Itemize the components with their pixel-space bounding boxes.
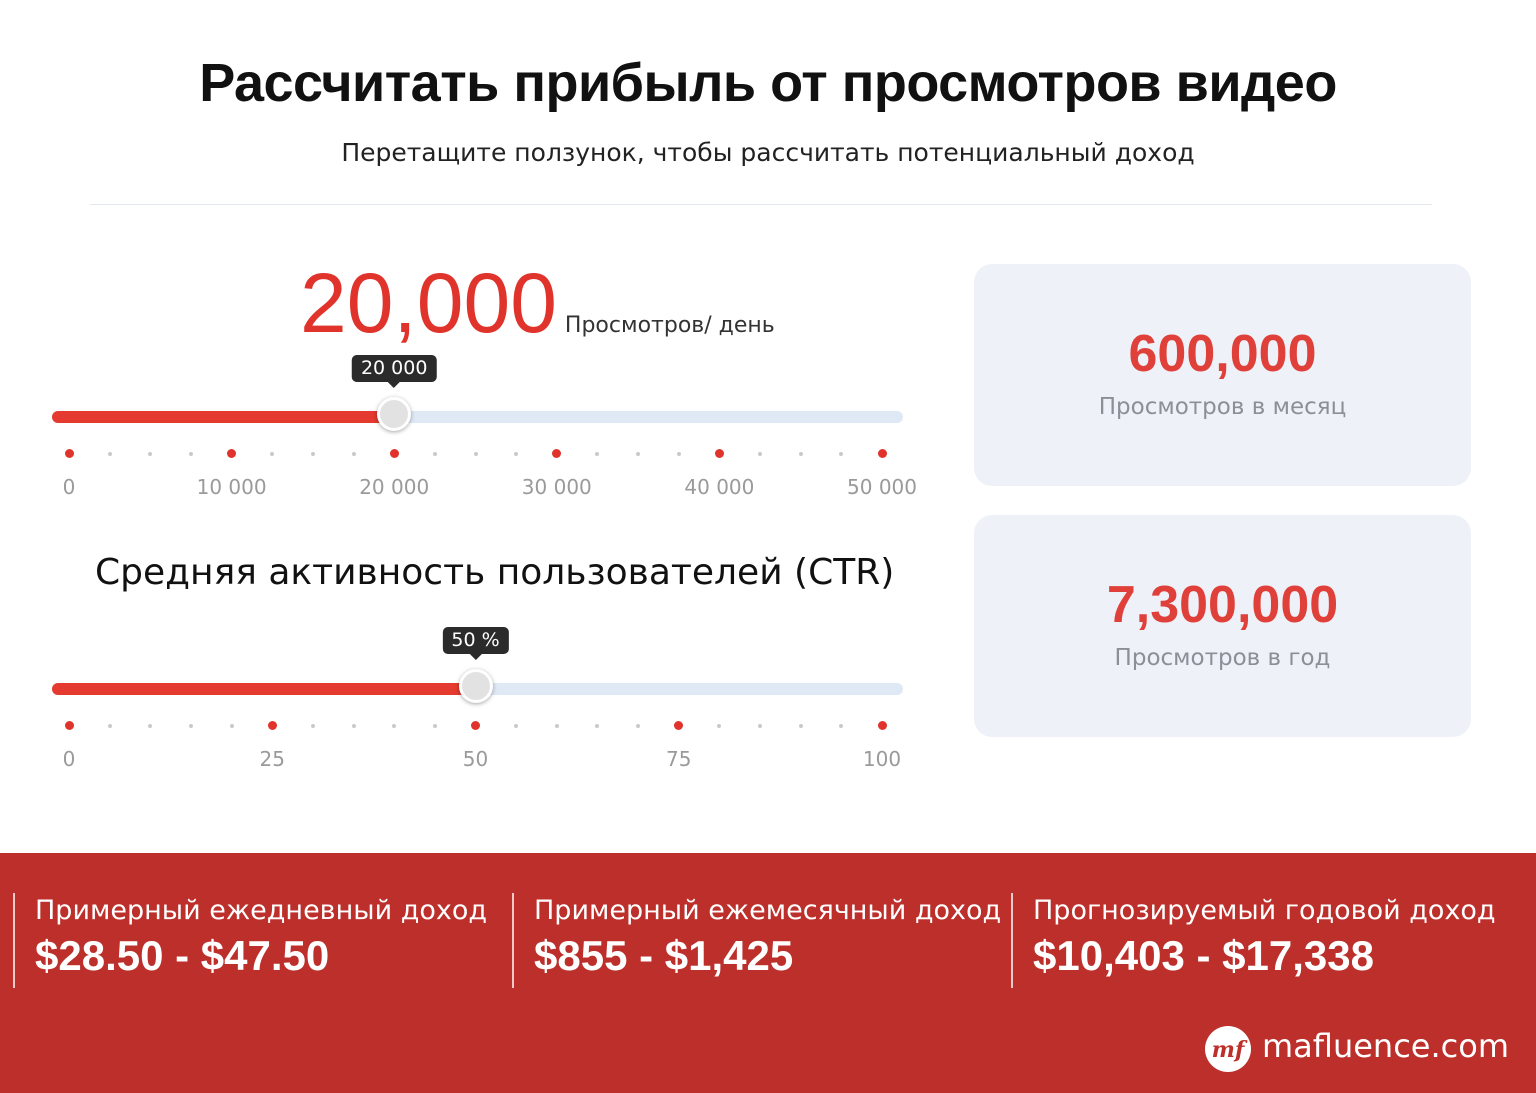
views-tick-label: 10 000 — [196, 475, 267, 499]
tick-dot-minor — [310, 723, 315, 728]
tick-dot-major — [389, 449, 399, 458]
tick-dot-minor — [432, 451, 437, 456]
monthly-income: Примерный ежемесячный доход $855 - $1,42… — [512, 893, 1001, 988]
views-tick-label: 0 — [62, 475, 76, 499]
tick-dot-major — [714, 449, 724, 458]
tick-dot-minor — [473, 451, 478, 456]
income-band: Примерный ежедневный доход $28.50 - $47.… — [0, 853, 1536, 1093]
monthly-views-card: 600,000 Просмотров в месяц — [974, 264, 1471, 486]
tick-dot-minor — [188, 451, 193, 456]
ctr-heading: Средняя активность пользователей (CTR) — [95, 552, 895, 593]
ctr-slider-tooltip: 50 % — [442, 627, 509, 660]
page-title: Рассчитать прибыль от просмотров видео — [199, 53, 1337, 113]
tick-dot-minor — [636, 723, 641, 728]
daily-income: Примерный ежедневный доход $28.50 - $47.… — [13, 893, 487, 988]
mafluence-logo-icon: mf — [1205, 1026, 1251, 1072]
tick-dot-minor — [392, 723, 397, 728]
ctr-slider-fill — [52, 683, 476, 695]
ctr-slider-handle[interactable] — [458, 669, 493, 703]
monthly-income-label: Примерный ежемесячный доход — [534, 895, 1002, 926]
views-readout: 20,000 Просмотров/ день — [300, 255, 775, 350]
ctr-tick-label: 50 — [462, 747, 489, 771]
tick-dot-major — [877, 721, 887, 730]
tick-dot-minor — [148, 451, 153, 456]
header-divider — [90, 204, 1432, 205]
tick-dot-minor — [514, 451, 519, 456]
ctr-slider-tick-marks — [64, 721, 887, 731]
views-slider-fill — [52, 411, 395, 423]
daily-income-value: $28.50 - $47.50 — [35, 932, 330, 979]
tick-dot-major — [267, 721, 277, 730]
views-tick-label: 30 000 — [521, 475, 592, 499]
yearly-views-card: 7,300,000 Просмотров в год — [974, 515, 1471, 737]
views-tick-label: 40 000 — [684, 475, 755, 499]
tick-dot-minor — [107, 723, 112, 728]
tick-dot-minor — [270, 451, 275, 456]
tick-dot-major — [552, 449, 562, 458]
tick-dot-minor — [595, 451, 600, 456]
ctr-tick-label: 75 — [666, 747, 692, 771]
tick-dot-major — [877, 449, 887, 458]
yearly-income: Прогнозируемый годовой доход $10,403 - $… — [1011, 893, 1496, 988]
views-slider-handle[interactable] — [377, 397, 412, 431]
tick-dot-minor — [229, 723, 234, 728]
views-tick-label: 20 000 — [359, 475, 430, 499]
views-per-day-value: 20,000 — [300, 256, 557, 350]
yearly-income-label: Прогнозируемый годовой доход — [1033, 895, 1496, 926]
tick-dot-minor — [758, 723, 763, 728]
tick-dot-major — [227, 449, 237, 458]
tick-dot-minor — [839, 723, 844, 728]
monthly-views-value: 600,000 — [1128, 325, 1317, 383]
tick-dot-minor — [351, 723, 356, 728]
tick-dot-minor — [758, 451, 763, 456]
views-slider-tick-marks — [64, 449, 887, 459]
yearly-views-label: Просмотров в год — [1114, 645, 1331, 671]
tick-dot-minor — [798, 451, 803, 456]
tick-dot-major — [64, 449, 74, 458]
views-tick-label: 50 000 — [847, 475, 917, 499]
tick-dot-minor — [717, 723, 722, 728]
tick-dot-major — [674, 721, 684, 730]
tick-dot-minor — [636, 451, 641, 456]
daily-income-label: Примерный ежедневный доход — [35, 895, 488, 926]
tick-dot-minor — [554, 723, 559, 728]
ctr-slider-tick-labels: 0 25 50 75 100 — [63, 747, 901, 773]
tick-dot-minor — [432, 723, 437, 728]
brand-name: mafluence.com — [1262, 1027, 1509, 1065]
yearly-income-value: $10,403 - $17,338 — [1033, 932, 1374, 979]
tick-dot-major — [64, 721, 74, 730]
views-slider-tooltip: 20 000 — [351, 355, 437, 388]
views-per-day-unit: Просмотров/ день — [564, 313, 775, 338]
ctr-slider[interactable]: 50 % — [52, 627, 903, 703]
tick-dot-minor — [514, 723, 519, 728]
logo-lettering: mf — [1212, 1037, 1248, 1063]
tick-dot-minor — [595, 723, 600, 728]
views-slider[interactable]: 20 000 — [52, 355, 903, 431]
page-subtitle: Перетащите ползунок, чтобы рассчитать по… — [341, 138, 1195, 167]
tick-dot-minor — [188, 723, 193, 728]
ctr-tick-label: 25 — [259, 747, 285, 771]
tick-dot-minor — [839, 451, 844, 456]
ctr-tick-label: 100 — [862, 747, 902, 771]
tick-dot-minor — [676, 451, 681, 456]
yearly-views-value: 7,300,000 — [1106, 576, 1339, 634]
tick-dot-minor — [107, 451, 112, 456]
monthly-views-label: Просмотров в месяц — [1098, 394, 1347, 420]
views-slider-tick-labels: 0 10 000 20 000 30 000 40 000 50 000 — [63, 475, 917, 501]
ctr-tick-label: 0 — [62, 747, 76, 771]
tick-dot-minor — [798, 723, 803, 728]
tick-dot-minor — [351, 451, 356, 456]
tick-dot-minor — [310, 451, 315, 456]
monthly-income-value: $855 - $1,425 — [534, 932, 794, 979]
tick-dot-minor — [148, 723, 153, 728]
tick-dot-major — [471, 721, 480, 730]
